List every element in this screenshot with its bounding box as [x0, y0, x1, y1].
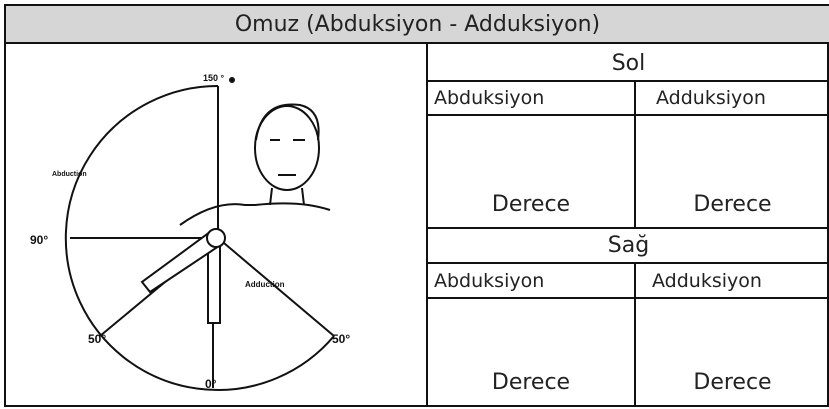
- cell: Derece: [693, 370, 772, 395]
- section-title: Sağ: [607, 233, 650, 258]
- diagram-label: 90°: [30, 233, 48, 247]
- column-header: Abduksiyon: [434, 87, 545, 109]
- shoulder-diagram: 150 ° Abduction 90° Adduction 50° 50° 0°: [30, 73, 350, 391]
- title: Omuz (Abduksiyon - Adduksiyon): [6, 6, 829, 44]
- diagram-label: 50°: [332, 332, 350, 346]
- divider: [427, 80, 829, 82]
- column-header: Adduksiyon: [652, 269, 762, 292]
- column-header: Adduksiyon: [656, 87, 766, 109]
- divider: [634, 81, 636, 228]
- divider: [427, 297, 829, 299]
- cell: Derece: [491, 370, 571, 395]
- divider: [427, 262, 829, 264]
- divider: [427, 227, 829, 229]
- diagram-label: Abduction: [52, 171, 87, 178]
- section-title: Sol: [611, 50, 646, 76]
- divider: [426, 44, 428, 407]
- divider: [634, 263, 636, 407]
- diagram-label: 150 °: [203, 73, 225, 83]
- divider: [427, 114, 829, 116]
- diagram-label: Adduction: [245, 280, 285, 289]
- column-header: Abduksiyon: [434, 269, 545, 292]
- diagram-label: 0°: [205, 377, 217, 391]
- frame: [4, 4, 829, 407]
- cell: Derece: [491, 192, 571, 217]
- diagram-label: 50°: [88, 332, 106, 346]
- cell: Derece: [693, 192, 772, 217]
